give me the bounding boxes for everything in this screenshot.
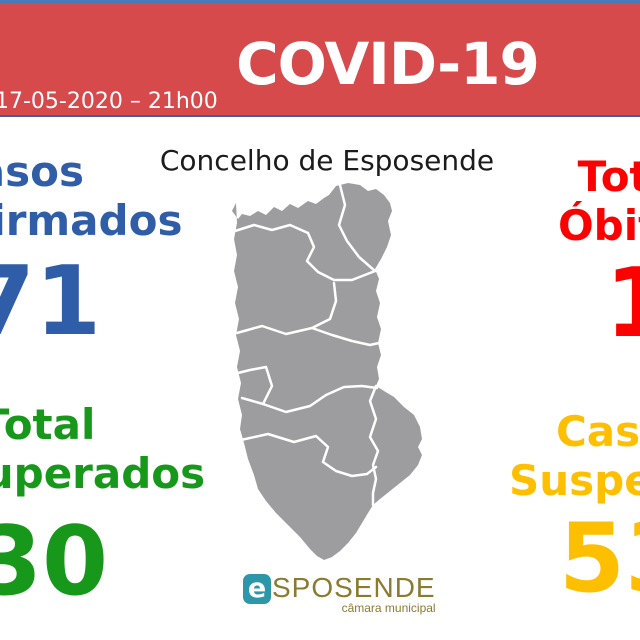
deaths-label-line1: Total <box>577 152 640 201</box>
page-title: COVID-19 <box>236 30 540 98</box>
deaths-value: 1 <box>604 249 640 359</box>
parish-boundary-north <box>233 223 310 235</box>
suspected-label-line2: Suspeitos <box>508 456 640 505</box>
confirmed-label-line2: Confirmados <box>0 196 183 245</box>
map-title: Concelho de Esposende <box>159 144 495 177</box>
recovered-value: 130 <box>0 507 109 617</box>
recovered-label-line1: Total <box>0 400 96 449</box>
logo-wordmark: SPOSENDE <box>272 572 436 603</box>
parish-boundary-east-lobe <box>368 384 380 507</box>
map-svg <box>232 183 422 560</box>
parish-boundary-south <box>239 432 378 478</box>
parish-boundary-small-parish <box>236 365 274 406</box>
parish-boundary-mid-south <box>261 384 379 414</box>
parish-boundary-northeast <box>337 183 377 273</box>
suspected-cases-value: 53 <box>558 504 640 614</box>
header-banner: COVID-19 17-05-2020 – 21h00 <box>0 0 640 117</box>
parish-boundary-north-mid <box>305 231 377 282</box>
confirmed-cases-value: 171 <box>0 247 102 357</box>
logo-tagline: câmara municipal <box>341 601 436 615</box>
suspected-label-line1: Casos <box>555 407 640 456</box>
deaths-label: Total Óbitos <box>505 152 640 250</box>
logo-e-icon: e <box>243 574 271 604</box>
esposende-municipality-map <box>228 183 448 568</box>
recovered-label: Total Recuperados <box>0 400 205 498</box>
recovered-label-line2: Recuperados <box>0 449 206 498</box>
suspected-cases-label: Casos Suspeitos <box>495 407 640 505</box>
report-datetime: 17-05-2020 – 21h00 <box>0 89 218 114</box>
parish-boundary-central <box>310 326 381 347</box>
municipality-outline <box>232 183 422 560</box>
esposende-logo: e SPOSENDE câmara municipal <box>243 574 436 614</box>
confirmed-cases-label: Casos Confirmados <box>0 147 182 245</box>
deaths-label-line2: Óbitos <box>557 201 640 250</box>
logo-text: SPOSENDE câmara municipal <box>272 572 436 615</box>
confirmed-label-line1: Casos <box>0 147 85 196</box>
